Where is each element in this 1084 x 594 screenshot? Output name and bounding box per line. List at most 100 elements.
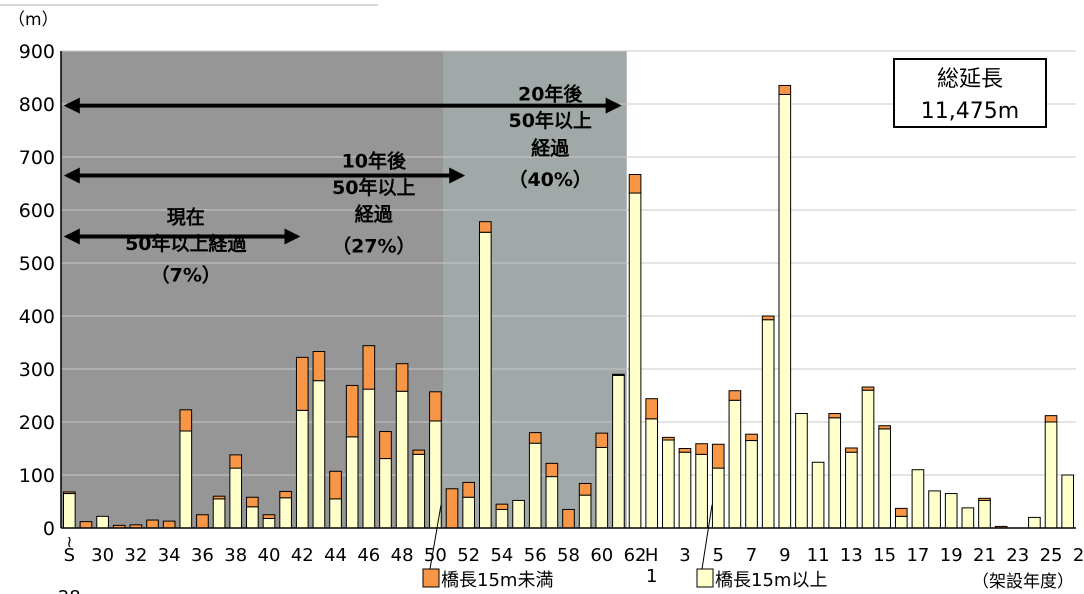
- bar-15m-or-more: [795, 413, 808, 529]
- x-tick-label: 25: [1040, 545, 1063, 566]
- bar-under-15m: [562, 508, 575, 529]
- bar-15m-or-more: [911, 469, 925, 529]
- x-tick-label: 38: [224, 545, 247, 566]
- bar-under-15m: [878, 425, 891, 430]
- y-tick-label: 400: [19, 306, 55, 328]
- bar-15m-or-more: [62, 493, 76, 529]
- bar-15m-or-more: [761, 319, 775, 529]
- bar-under-15m: [262, 514, 276, 519]
- bar-under-15m: [1044, 415, 1058, 423]
- x-tick-label: 11: [807, 545, 830, 566]
- total-length-box: 総延長 11,475m: [893, 58, 1047, 128]
- bar-under-15m: [462, 481, 475, 498]
- bar-under-15m: [745, 433, 758, 442]
- annotation-text: 20年後: [518, 82, 583, 105]
- x-tick-label: 36: [191, 545, 214, 566]
- bar-15m-or-more: [861, 389, 875, 529]
- bar-under-15m: [711, 443, 725, 469]
- x-tick-label: 44: [324, 545, 347, 566]
- x-tick-label: 19: [940, 545, 963, 566]
- x-tick-label: S: [64, 545, 75, 566]
- bar-under-15m: [62, 491, 76, 495]
- bar-15m-or-more: [495, 508, 509, 529]
- bar-15m-or-more: [512, 499, 525, 529]
- annotation-text: 経過: [531, 136, 570, 159]
- bar-under-15m: [478, 221, 492, 233]
- bar-15m-or-more: [329, 498, 342, 529]
- bar-under-15m: [345, 384, 359, 438]
- y-tick-label: 100: [19, 465, 55, 487]
- bar-15m-or-more: [662, 439, 675, 529]
- bar-under-15m: [778, 84, 792, 95]
- bar-15m-or-more: [678, 451, 692, 529]
- bar-under-15m: [229, 454, 243, 469]
- x-tick-label: 40: [258, 545, 281, 566]
- bar-under-15m: [978, 497, 991, 501]
- annotation-text: 50年以上経過: [125, 232, 247, 255]
- bar-under-15m: [828, 413, 842, 419]
- y-tick-label: 500: [19, 253, 55, 275]
- x-tick-label: 7: [746, 545, 757, 566]
- annotation-text: （27%）: [332, 234, 415, 257]
- annotation-text: （40%）: [508, 168, 591, 191]
- bar-under-15m: [545, 462, 559, 478]
- bar-under-15m: [162, 520, 176, 529]
- bar-15m-or-more: [279, 497, 292, 529]
- y-tick-label: 200: [19, 412, 55, 434]
- bar-under-15m: [678, 448, 692, 453]
- x-tick-label: 28: [58, 587, 81, 594]
- bar-under-15m: [79, 521, 93, 529]
- bar-under-15m: [894, 507, 908, 517]
- annotations: 現在50年以上経過（7%）10年後50年以上経過（27%）20年後50年以上経過…: [63, 82, 622, 287]
- bar-15m-or-more: [379, 458, 392, 529]
- total-length-title: 総延長: [937, 67, 1003, 92]
- bar-15m-or-more: [811, 461, 825, 529]
- bar-15m-or-more: [961, 507, 975, 529]
- x-tick-label: 62: [624, 545, 647, 566]
- bar-15m-or-more: [262, 517, 276, 529]
- legend-swatch: [422, 568, 440, 588]
- bar-under-15m: [695, 443, 708, 455]
- bar-under-15m: [246, 496, 259, 508]
- legend-label: 橋長15m以上: [715, 570, 827, 591]
- x-tick-label: 21: [973, 545, 996, 566]
- legend-leader-line: [429, 504, 442, 570]
- x-tick-label: 46: [357, 545, 380, 566]
- x-tick-label: 5: [713, 545, 724, 566]
- bar-15m-or-more: [711, 467, 725, 529]
- x-axis-label: （架設年度）: [972, 572, 1074, 592]
- x-tick-label: 27: [1073, 545, 1084, 566]
- legend-label: 橋長15m未満: [441, 570, 553, 591]
- legend-leader-line: [701, 504, 713, 570]
- x-tick-label: 56: [524, 545, 547, 566]
- bar-under-15m: [761, 315, 775, 321]
- bar-15m-or-more: [695, 453, 708, 529]
- bar-under-15m: [645, 398, 659, 420]
- bar-15m-or-more: [878, 428, 891, 529]
- axes: 0100200300400500600700800900（m）S28303234…: [8, 10, 1084, 594]
- bar-15m-or-more: [545, 476, 559, 529]
- legend: 橋長15m未満 橋長15m以上: [422, 504, 827, 591]
- bar-15m-or-more: [528, 442, 542, 529]
- bar-under-15m: [612, 373, 625, 376]
- bar-under-15m: [362, 345, 376, 390]
- bar-layer: [62, 84, 1075, 529]
- x-tick-label: 42: [291, 545, 314, 566]
- bar-under-15m: [578, 482, 592, 496]
- bar-under-15m: [728, 390, 742, 401]
- bar-15m-or-more: [345, 436, 359, 529]
- bar-15m-or-more: [462, 496, 475, 529]
- bar-15m-or-more: [845, 451, 858, 529]
- bar-15m-or-more: [179, 430, 193, 529]
- bar-under-15m: [662, 436, 675, 441]
- bar-15m-or-more: [628, 192, 642, 529]
- bar-under-15m: [595, 432, 609, 448]
- bar-15m-or-more: [828, 417, 842, 529]
- bar-15m-or-more: [395, 390, 409, 529]
- bar-15m-or-more: [1028, 516, 1041, 529]
- y-tick-label: 700: [19, 147, 55, 169]
- y-tick-label: 800: [19, 94, 55, 116]
- bar-under-15m: [528, 432, 542, 444]
- total-length-frame: [893, 58, 1047, 128]
- x-tick-label: 17: [906, 545, 929, 566]
